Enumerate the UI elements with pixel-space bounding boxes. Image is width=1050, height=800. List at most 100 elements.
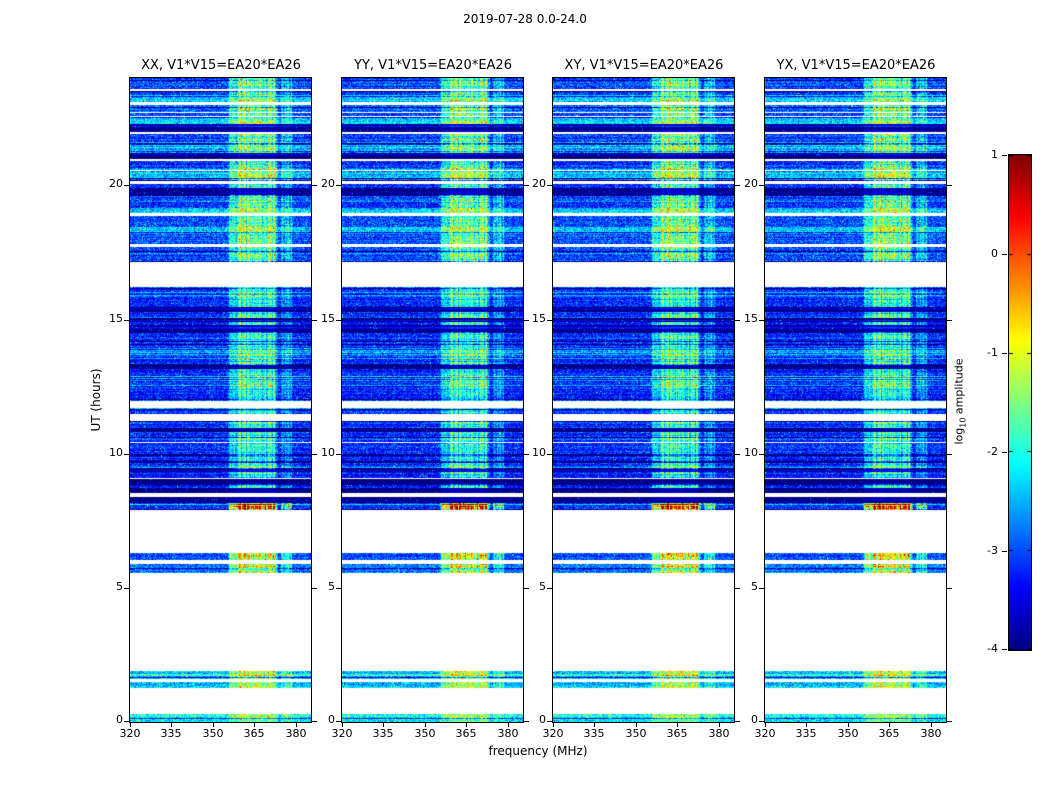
x-tick-label: 365 — [243, 727, 265, 740]
y-tick-mark — [312, 454, 317, 455]
x-tick-mark — [213, 723, 214, 727]
x-tick-label: 320 — [542, 727, 564, 740]
x-tick-label: 380 — [497, 727, 519, 740]
y-tick-mark — [547, 320, 552, 321]
x-tick-label: 320 — [331, 727, 353, 740]
colorbar-label-sub: 10 — [958, 417, 968, 428]
x-tick-label: 335 — [160, 727, 182, 740]
x-tick-label: 350 — [625, 727, 647, 740]
x-tick-label: 350 — [837, 727, 859, 740]
colorbar-tick-mark — [1002, 254, 1007, 255]
x-tick-label: 365 — [666, 727, 688, 740]
y-tick-label: 10 — [744, 446, 758, 459]
y-tick-label: 5 — [328, 580, 335, 593]
spectrogram-canvas-yx — [765, 78, 946, 722]
y-tick-mark — [735, 721, 740, 722]
y-tick-mark — [547, 454, 552, 455]
y-tick-mark — [336, 721, 341, 722]
y-tick-mark — [947, 454, 952, 455]
x-tick-label: 350 — [202, 727, 224, 740]
x-tick-mark — [342, 723, 343, 727]
y-tick-mark — [524, 185, 529, 186]
y-tick-label: 0 — [539, 713, 546, 726]
y-tick-mark — [735, 454, 740, 455]
y-tick-label: 15 — [109, 312, 123, 325]
y-tick-mark — [524, 320, 529, 321]
colorbar-tick-label: 0 — [991, 247, 998, 260]
y-tick-mark — [947, 588, 952, 589]
colorbar-tick-mark — [1002, 551, 1007, 552]
x-tick-mark — [848, 723, 849, 727]
panel-title-yy: YY, V1*V15=EA20*EA26 — [354, 58, 512, 73]
y-tick-label: 5 — [751, 580, 758, 593]
y-tick-mark — [547, 185, 552, 186]
x-tick-label: 335 — [583, 727, 605, 740]
y-tick-mark — [124, 185, 129, 186]
colorbar-tick-mark — [1002, 155, 1007, 156]
x-tick-mark — [677, 723, 678, 727]
colorbar-label-prefix: log — [952, 427, 966, 445]
y-tick-label: 5 — [116, 580, 123, 593]
y-tick-mark — [524, 721, 529, 722]
y-tick-label: 0 — [116, 713, 123, 726]
x-tick-mark — [296, 723, 297, 727]
panel-yy — [341, 77, 524, 723]
panel-title-yx: YX, V1*V15=EA20*EA26 — [776, 58, 936, 73]
y-tick-mark — [312, 320, 317, 321]
x-tick-mark — [765, 723, 766, 727]
y-tick-mark — [336, 185, 341, 186]
y-tick-mark — [336, 320, 341, 321]
colorbar-tick-label: 1 — [991, 148, 998, 161]
colorbar-label: log10 amplitude — [953, 347, 968, 457]
colorbar-tick-mark — [1002, 452, 1007, 453]
y-tick-mark — [735, 320, 740, 321]
y-tick-mark — [336, 454, 341, 455]
y-tick-mark — [759, 185, 764, 186]
x-tick-label: 365 — [878, 727, 900, 740]
colorbar — [1008, 154, 1032, 651]
y-tick-mark — [336, 588, 341, 589]
colorbar-tick-label: -2 — [987, 445, 998, 458]
panel-xx — [129, 77, 312, 723]
colorbar-tick-label: -1 — [987, 346, 998, 359]
colorbar-tick-label: -3 — [987, 544, 998, 557]
x-tick-mark — [171, 723, 172, 727]
y-tick-mark — [547, 588, 552, 589]
x-tick-label: 365 — [455, 727, 477, 740]
x-tick-label: 320 — [754, 727, 776, 740]
y-tick-mark — [947, 185, 952, 186]
x-tick-mark — [719, 723, 720, 727]
y-tick-mark — [524, 454, 529, 455]
y-tick-mark — [947, 320, 952, 321]
panel-yx — [764, 77, 947, 723]
y-tick-label: 0 — [751, 713, 758, 726]
y-tick-mark — [312, 185, 317, 186]
y-tick-label: 10 — [321, 446, 335, 459]
y-tick-mark — [735, 588, 740, 589]
y-tick-mark — [735, 185, 740, 186]
y-tick-mark — [759, 721, 764, 722]
x-tick-mark — [383, 723, 384, 727]
x-tick-mark — [425, 723, 426, 727]
y-tick-mark — [312, 588, 317, 589]
x-tick-mark — [931, 723, 932, 727]
x-tick-label: 350 — [414, 727, 436, 740]
panel-title-xx: XX, V1*V15=EA20*EA26 — [141, 58, 301, 73]
x-axis-label: frequency (MHz) — [488, 744, 588, 758]
x-tick-label: 380 — [920, 727, 942, 740]
figure-title: 2019-07-28 0.0-24.0 — [463, 12, 587, 26]
x-tick-mark — [130, 723, 131, 727]
y-tick-mark — [547, 721, 552, 722]
x-tick-mark — [466, 723, 467, 727]
y-tick-mark — [124, 454, 129, 455]
colorbar-label-suffix: amplitude — [952, 358, 966, 418]
x-tick-mark — [254, 723, 255, 727]
y-tick-label: 15 — [532, 312, 546, 325]
y-tick-label: 20 — [109, 177, 123, 190]
panel-xy — [552, 77, 735, 723]
y-tick-label: 10 — [109, 446, 123, 459]
spectrogram-canvas-xx — [130, 78, 311, 722]
y-tick-label: 10 — [532, 446, 546, 459]
colorbar-tick-mark — [1002, 353, 1007, 354]
